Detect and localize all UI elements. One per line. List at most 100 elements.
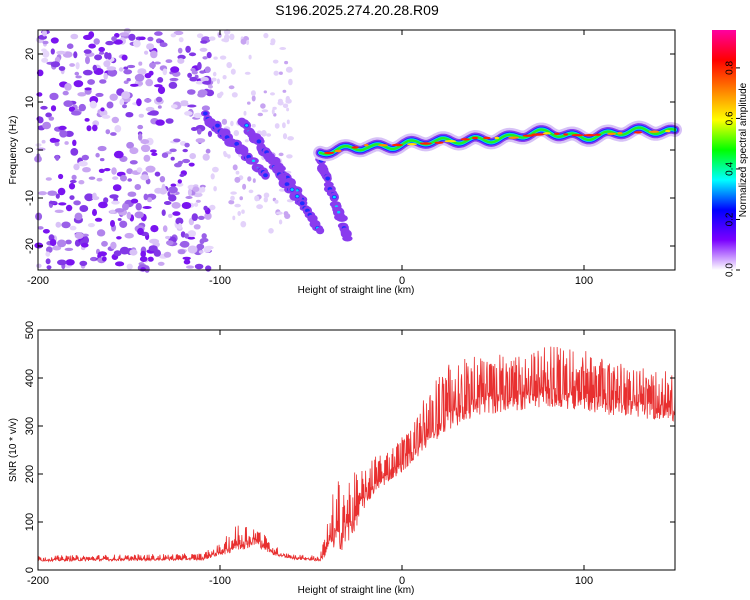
spectrogram-noise-cell — [127, 178, 132, 182]
spectrogram-noise-cell — [78, 103, 87, 112]
spectrogram-noise-cell — [146, 137, 154, 146]
spectrogram-noise-cell — [72, 139, 77, 146]
spectrogram-noise-cell — [170, 33, 177, 38]
spectrogram-band-peak — [334, 149, 342, 153]
spectrogram-noise-cell — [187, 188, 192, 197]
spectrogram-noise-cell — [92, 124, 98, 132]
spectrogram-noise-cell — [112, 176, 119, 180]
spectrogram-noise-cell — [154, 31, 163, 36]
spectrogram-noise-cell — [123, 80, 129, 84]
spectrogram-noise-cell — [191, 213, 198, 222]
spectrogram-noise-cell — [101, 240, 108, 247]
spectrogram-noise-cell — [205, 265, 212, 272]
spectrogram-noise-cell — [187, 245, 198, 254]
spectrogram-streak-core — [234, 141, 240, 146]
spectrogram-noise-cell — [137, 227, 144, 236]
snr-y-ticks: 500 400 300 200 100 0 — [24, 321, 675, 573]
spectrogram-noise-cell — [137, 68, 147, 75]
spectrogram-noise-cell — [282, 133, 288, 140]
spectrogram-noise-cell — [73, 200, 81, 206]
snr-x-label: Height of straight line (km) — [298, 585, 415, 596]
spectrogram-noise-cell — [109, 209, 116, 214]
spectrogram-noise-cell — [282, 122, 286, 129]
spectrogram-noise-cell — [55, 221, 62, 228]
spectrogram-noise-cell — [159, 42, 168, 48]
spectrogram-y-tick-label: -20 — [24, 238, 36, 254]
spectrogram-noise-cell — [224, 34, 230, 40]
spectrogram-noise-cell — [135, 202, 142, 211]
spectrogram-noise-cell — [42, 229, 50, 234]
spectrogram-noise-cell — [126, 141, 134, 149]
spectrogram-noise-cell — [230, 120, 234, 127]
spectrogram-noise-cell — [250, 90, 256, 96]
spectrogram-noise-cell — [74, 71, 80, 76]
spectrogram-noise-cell — [223, 151, 227, 156]
snr-x-tick-label: 0 — [399, 575, 405, 587]
spectrogram-noise-cell — [202, 80, 212, 85]
spectrogram-noise-cell — [232, 215, 236, 221]
spectrogram-y-tick-label: -10 — [24, 190, 36, 206]
spectrogram-noise-cell — [36, 92, 43, 97]
spectrogram-noise-cell — [47, 190, 58, 196]
spectrogram-noise-cell — [201, 105, 210, 111]
spectrogram-noise-cell — [229, 33, 235, 40]
spectrogram-noise-cell — [83, 49, 92, 54]
spectrogram-noise-cell — [36, 263, 42, 268]
spectrogram-noise-cell — [116, 236, 122, 240]
spectrogram-noise-cell — [61, 221, 71, 229]
spectrogram-noise-cell — [144, 50, 149, 55]
spectrogram-noise-cell — [187, 72, 193, 78]
spectrogram-streak-peak — [295, 195, 299, 198]
spectrogram-noise-cell — [170, 66, 180, 73]
spectrogram-noise-cell — [98, 51, 105, 55]
spectrogram-noise-cell — [147, 36, 154, 42]
spectrogram-noise-cell — [208, 36, 216, 41]
spectrogram-noise-cell — [81, 242, 89, 248]
spectrogram-noise-cell — [222, 75, 227, 80]
spectrogram-noise-cell — [50, 105, 57, 112]
spectrogram-noise-cell — [235, 170, 240, 175]
spectrogram-noise-cell — [54, 209, 64, 213]
spectrogram-noise-cell — [58, 125, 67, 131]
spectrogram-noise-cell — [170, 104, 178, 109]
spectrogram-band-peak — [483, 136, 491, 140]
spectrogram-noise-cell — [251, 123, 256, 128]
spectrogram-noise-cell — [165, 235, 171, 240]
spectrogram-noise-cell — [179, 240, 190, 248]
spectrogram-noise-cell — [287, 136, 294, 141]
spectrogram-noise-cell — [88, 176, 96, 180]
spectrogram-noise-cell — [78, 160, 88, 167]
spectrogram-noise-cell — [233, 130, 239, 137]
spectrogram-noise-cell — [42, 50, 50, 58]
spectrogram-noise-cell — [96, 177, 103, 182]
spectrogram-noise-cell — [240, 38, 247, 45]
spectrogram-noise-cell — [111, 167, 117, 175]
spectrogram-noise-cell — [181, 202, 192, 209]
spectrogram-noise-cell — [213, 56, 218, 60]
spectrogram-noise-cell — [90, 256, 98, 262]
spectrogram-noise-cell — [169, 77, 179, 82]
spectrogram-noise-cell — [137, 81, 144, 86]
spectrogram-noise-cell — [69, 179, 77, 184]
spectrogram-noise-cell — [282, 89, 287, 93]
spectrogram-noise-cell — [278, 71, 283, 75]
spectrogram-band-peak — [583, 134, 597, 137]
spectrogram-band-peak — [460, 138, 470, 141]
spectrogram-band-peak — [648, 130, 660, 133]
spectrogram-noise-cell — [203, 246, 212, 253]
spectrogram-noise-cell — [147, 111, 156, 116]
spectrogram-band-peak — [531, 133, 545, 136]
spectrogram-noise-cell — [84, 87, 92, 91]
spectrogram-noise-cell — [37, 226, 44, 230]
spectrogram-noise-cell — [266, 133, 272, 137]
spectrogram-noise-cell — [288, 78, 293, 86]
spectrogram-noise-cell — [126, 168, 133, 175]
spectrogram-streak-core — [256, 139, 262, 144]
spectrogram-noise-cell — [133, 39, 141, 48]
spectrogram-y-tick-label: 10 — [24, 96, 36, 108]
spectrogram-noise-cell — [244, 139, 249, 143]
spectrogram-noise-cell — [237, 211, 241, 216]
spectrogram-noise-cell — [113, 150, 124, 159]
spectrogram-noise-cell — [96, 229, 106, 237]
